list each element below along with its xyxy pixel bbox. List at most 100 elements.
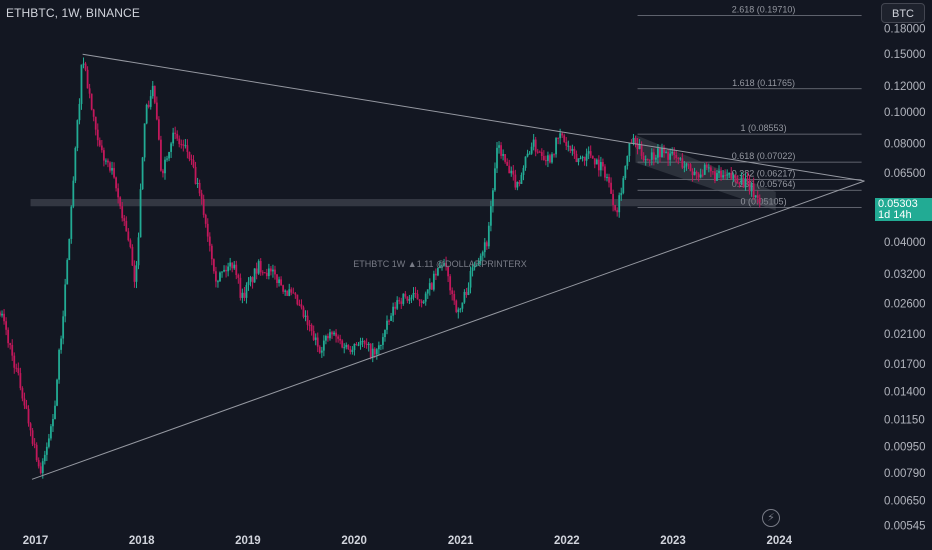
candle-body	[469, 270, 472, 288]
candle-body	[333, 332, 335, 335]
candle-body	[667, 151, 669, 160]
candle-body	[160, 139, 162, 171]
candle-body	[121, 206, 124, 219]
candle-body	[738, 183, 741, 185]
candle-body	[416, 293, 419, 300]
candle-body	[261, 272, 264, 274]
candle-body	[589, 151, 592, 156]
candle-body	[697, 173, 700, 178]
candle-body	[37, 460, 40, 467]
candle-body	[155, 102, 158, 120]
candle-body	[728, 172, 731, 175]
candle-body	[567, 145, 570, 147]
fib-level-label: 1 (0.08553)	[741, 123, 787, 133]
y-axis-tick-label: 0.02100	[884, 329, 926, 341]
candle-body	[365, 343, 368, 345]
bolt-icon[interactable]: ⚡	[762, 509, 780, 527]
candle-body	[606, 176, 608, 178]
candle-body	[237, 275, 240, 278]
candle-body	[196, 182, 199, 184]
candle-body	[665, 151, 667, 153]
candle-body	[267, 268, 270, 277]
candle-body	[13, 355, 16, 368]
candle-body	[504, 154, 507, 162]
candle-body	[394, 306, 397, 309]
candle-body	[687, 163, 690, 165]
candle-body	[412, 293, 415, 298]
candle-body	[500, 145, 502, 156]
candle-body	[699, 174, 702, 178]
x-axis-tick-label: 2020	[341, 535, 367, 547]
candle-body	[253, 268, 256, 283]
candle-body	[210, 245, 213, 260]
candle-body	[147, 104, 150, 107]
candle-body	[520, 174, 523, 184]
candle-body	[58, 349, 60, 380]
candle-body	[720, 170, 722, 178]
candle-body	[117, 188, 120, 198]
candle-body	[145, 104, 148, 124]
currency-button[interactable]: BTC	[881, 3, 925, 23]
candle-body	[157, 119, 160, 140]
candle-body	[265, 272, 268, 277]
candle-body	[549, 155, 551, 163]
candle-body	[96, 129, 99, 141]
candle-body	[530, 146, 533, 154]
candle-body	[593, 158, 596, 165]
candle-body	[634, 137, 637, 144]
candle-body	[107, 160, 109, 163]
candle-body	[756, 195, 759, 198]
candle-body	[581, 156, 584, 159]
candle-body	[111, 168, 113, 171]
candle-body	[373, 348, 376, 355]
candle-body	[84, 63, 87, 70]
candle-body	[74, 147, 77, 181]
candle-body	[375, 349, 378, 355]
y-axis-tick-label: 0.08000	[884, 139, 926, 151]
candle-body	[506, 161, 509, 166]
candle-body	[331, 332, 333, 335]
y-axis-tick-label: 0.00790	[884, 468, 926, 480]
candle-body	[29, 423, 32, 431]
candle-body	[94, 116, 97, 130]
candle-body	[624, 165, 627, 179]
candle-body	[614, 204, 617, 211]
candle-body	[681, 158, 684, 168]
candle-body	[573, 148, 576, 154]
y-axis-tick-label: 0.02600	[884, 298, 926, 310]
candle-body	[129, 240, 132, 247]
candle-body	[707, 167, 710, 169]
candle-body	[263, 272, 266, 274]
candle-body	[463, 291, 466, 303]
candle-body	[587, 151, 590, 154]
candle-body	[422, 301, 425, 304]
candle-body	[123, 218, 126, 222]
candle-body	[575, 153, 578, 163]
candle-body	[742, 177, 745, 188]
candle-body	[657, 148, 659, 158]
candle-body	[217, 281, 219, 283]
candle-body	[3, 313, 5, 322]
candle-body	[487, 225, 490, 247]
candle-body	[359, 341, 362, 345]
candle-body	[410, 297, 413, 299]
candle-body	[329, 332, 331, 339]
x-axis-tick-label: 2017	[23, 535, 49, 547]
candle-body	[274, 269, 276, 275]
candle-body	[512, 170, 515, 175]
y-axis-tick-label: 0.00950	[884, 442, 926, 454]
candle-body	[528, 153, 531, 155]
candle-body	[272, 269, 274, 272]
fib-level-label: 2.618 (0.19710)	[732, 4, 796, 14]
candle-body	[223, 269, 225, 272]
candle-body	[310, 325, 313, 331]
candle-body	[628, 142, 631, 156]
candle-body	[392, 306, 395, 316]
last-price-value: 0.05303	[878, 198, 918, 210]
candle-body	[557, 138, 560, 140]
candle-body	[300, 304, 303, 308]
candle-body	[532, 139, 535, 147]
candle-body	[225, 269, 227, 272]
candle-body	[636, 143, 639, 149]
